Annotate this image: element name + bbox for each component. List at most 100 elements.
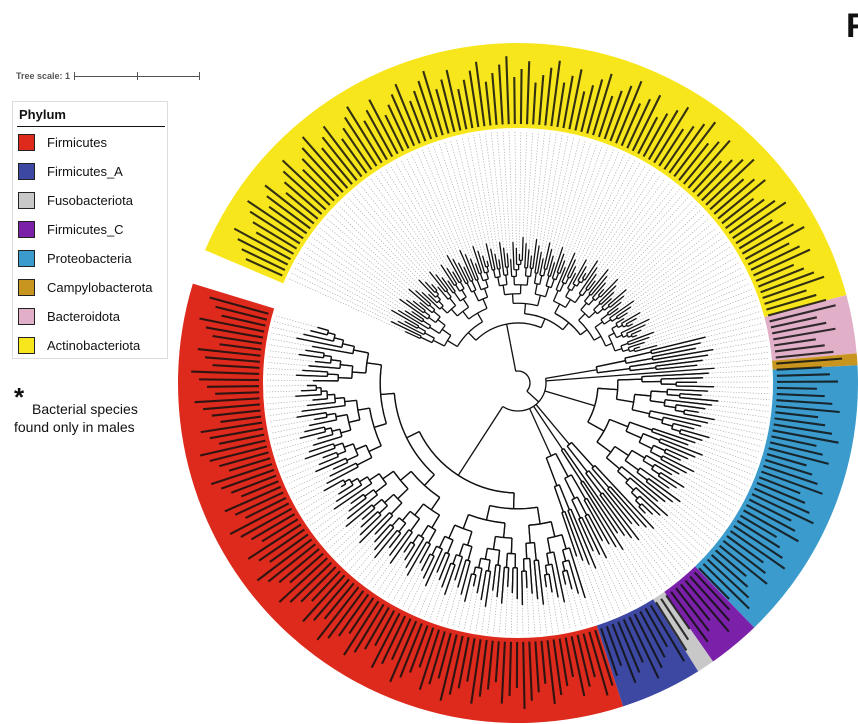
tip-label	[218, 433, 265, 445]
tree-branch	[627, 331, 655, 343]
tip-leader-line	[644, 305, 759, 343]
tip-label	[775, 411, 819, 419]
tree-branch	[490, 248, 496, 270]
tip-label	[538, 74, 545, 125]
tree-branch	[339, 429, 343, 437]
tip-leader-line	[293, 267, 399, 322]
tip-label	[722, 540, 767, 574]
tree-branch	[528, 408, 552, 457]
tree-branch	[484, 571, 492, 607]
tree-branch	[562, 549, 567, 562]
tree-branch	[660, 438, 703, 456]
tree-branch	[547, 255, 554, 276]
tree-branch	[539, 274, 544, 277]
tip-label	[739, 514, 778, 539]
tree-branch	[314, 416, 328, 421]
panel-letter: F	[846, 7, 858, 45]
tip-leader-line	[667, 515, 707, 551]
tree-branch	[492, 564, 497, 591]
tip-leader-line	[300, 486, 342, 511]
tip-label	[258, 528, 306, 562]
tip-label	[341, 138, 368, 174]
tree-branch	[360, 511, 379, 528]
tree-branch	[428, 293, 438, 304]
tree-branch	[351, 365, 354, 379]
tree-branch	[492, 536, 497, 550]
tip-leader-line	[617, 201, 693, 280]
tip-leader-line	[365, 181, 437, 275]
tip-leader-line	[360, 185, 430, 273]
tip-leader-line	[595, 568, 616, 616]
tree-branch	[553, 551, 566, 603]
tree-branch	[594, 321, 603, 328]
tree-branch	[428, 303, 432, 307]
tip-label	[394, 83, 421, 144]
tip-leader-line	[541, 134, 563, 253]
tree-branch	[621, 312, 641, 324]
tree-branch	[559, 282, 565, 292]
tree-branch	[471, 573, 477, 576]
tip-label	[200, 421, 263, 434]
tree-branch	[482, 278, 489, 282]
tree-branch	[336, 452, 339, 457]
tree-branch	[607, 301, 622, 314]
tree-branch	[675, 404, 706, 410]
legend-swatch	[18, 162, 35, 180]
tree-branch	[562, 322, 570, 331]
tip-label	[705, 158, 755, 206]
tree-branch	[374, 515, 394, 535]
tree-branch	[446, 539, 454, 554]
tree-branch	[624, 450, 633, 461]
tree-branch	[562, 559, 570, 563]
tip-leader-line	[575, 159, 636, 274]
tip-label	[247, 523, 302, 560]
tree-branch	[563, 448, 625, 536]
tip-leader-line	[543, 604, 548, 634]
tree-branch	[485, 279, 489, 288]
tree-branch	[671, 423, 674, 430]
tree-branch	[581, 517, 601, 555]
tree-branch	[678, 429, 682, 434]
tree-branch	[428, 325, 432, 330]
tree-branch	[373, 422, 387, 428]
tip-leader-line	[292, 475, 330, 496]
tip-label	[766, 293, 817, 311]
tip-label	[199, 439, 266, 457]
tree-branch	[617, 466, 623, 472]
tip-leader-line	[627, 246, 731, 314]
tree-branch	[342, 442, 347, 452]
tree-branch	[457, 559, 467, 588]
tree-branch	[438, 553, 451, 581]
tree-branch	[554, 484, 560, 488]
tip-label	[428, 631, 446, 685]
tip-leader-line	[519, 131, 522, 255]
tree-branch	[584, 260, 599, 281]
tree-branch	[340, 483, 347, 488]
tip-leader-line	[676, 487, 729, 523]
tree-branch	[585, 472, 602, 495]
legend-label: Bacteroidota	[47, 308, 120, 324]
tree-branch	[524, 267, 527, 277]
legend-title: Phylum	[19, 107, 66, 122]
tip-label	[212, 334, 263, 345]
tree-branches	[295, 237, 719, 607]
tip-label	[678, 142, 710, 181]
tree-branch	[529, 268, 533, 277]
tree-branch	[410, 471, 441, 498]
tip-label	[649, 604, 686, 662]
tree-branch	[447, 296, 452, 300]
tree-branch	[525, 570, 528, 588]
tree-branch	[412, 300, 426, 312]
tip-leader-line	[683, 487, 732, 518]
tree-branch	[457, 262, 469, 283]
tip-leader-line	[435, 594, 445, 622]
tip-label	[771, 435, 817, 447]
tree-branch	[524, 313, 564, 331]
tip-leader-line	[711, 404, 769, 412]
tree-branch	[525, 543, 528, 559]
tree-branch	[339, 360, 342, 369]
tip-leader-lines	[266, 131, 770, 635]
tip-label	[626, 98, 651, 149]
tip-leader-line	[564, 602, 571, 630]
tree-branch	[326, 466, 359, 484]
